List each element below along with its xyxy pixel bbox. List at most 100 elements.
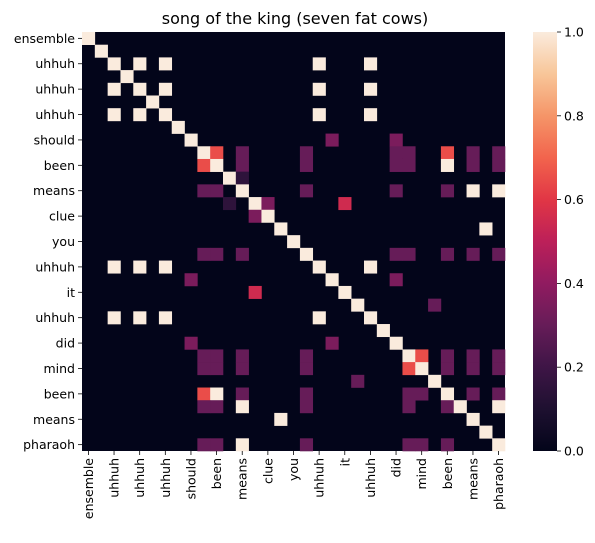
heatmap-cell [158, 82, 173, 96]
heatmap-cell [171, 120, 185, 134]
heatmap-cell [158, 57, 173, 71]
heatmap-cell [235, 400, 249, 414]
heatmap-cell [210, 184, 224, 198]
heatmap-cell [402, 158, 416, 172]
heatmap-cell [197, 247, 211, 261]
heatmap-cell [492, 158, 506, 172]
heatmap-cell [312, 57, 326, 71]
heatmap-cell [299, 362, 314, 376]
heatmap-cell [364, 260, 378, 274]
heatmap-cell [133, 108, 147, 122]
heatmap-cell [235, 158, 249, 172]
heatmap-cell [389, 133, 403, 147]
heatmap-cell [210, 247, 224, 261]
heatmap-cell [402, 146, 416, 160]
heatmap-cell [248, 197, 262, 211]
colorbar-ticks: 0.0 0.2 0.4 0.6 0.8 1.0 [557, 25, 584, 459]
x-tick-label: uhhuh [158, 458, 173, 498]
heatmap-cell [466, 247, 480, 261]
heatmap-cell [440, 146, 455, 160]
y-tick-label: should [34, 132, 75, 147]
heatmap-cell [197, 158, 211, 172]
heatmap-cell [402, 387, 416, 401]
heatmap-cell [402, 400, 416, 414]
heatmap-cell [402, 362, 416, 376]
heatmap-cell [223, 197, 237, 211]
heatmap-cell [299, 400, 314, 414]
heatmap-cell [325, 133, 339, 147]
heatmap-cell [492, 184, 506, 198]
heatmap-cell [184, 133, 198, 147]
heatmap-cell [440, 349, 455, 363]
heatmap-cell [107, 260, 121, 274]
y-tick-label: mind [43, 361, 75, 376]
heatmap-cell [158, 260, 173, 274]
heatmap-cell [210, 362, 224, 376]
heatmap-cell [210, 438, 224, 452]
colorbar-tick-label: 0.8 [564, 108, 584, 123]
heatmap-cell [440, 387, 455, 401]
heatmap-cell [274, 412, 288, 426]
heatmap-cell [466, 146, 480, 160]
colorbar [533, 32, 557, 451]
heatmap-cell [235, 349, 249, 363]
heatmap-cell [210, 387, 224, 401]
y-tick-label: clue [49, 209, 75, 224]
heatmap-cell [210, 349, 224, 363]
heatmap-cell [184, 336, 198, 350]
heatmap-cell [82, 32, 96, 45]
heatmap-cell [364, 57, 378, 71]
x-tick-label: mind [414, 458, 429, 490]
heatmap-cells [82, 32, 506, 452]
heatmap-cell [492, 362, 506, 376]
heatmap-cell [364, 82, 378, 96]
heatmap-cell [299, 146, 314, 160]
y-tick-label: did [56, 336, 75, 351]
heatmap-cell [299, 247, 314, 261]
heatmap-cell [210, 158, 224, 172]
heatmap-cell [466, 387, 480, 401]
x-tick-label: it [337, 458, 352, 466]
heatmap-cell [210, 146, 224, 160]
heatmap-cell [415, 349, 429, 363]
heatmap-cell [428, 374, 442, 388]
heatmap-cell [440, 438, 455, 452]
heatmap-cell [376, 324, 390, 338]
heatmap-cell [312, 82, 326, 96]
y-tick-label: you [52, 234, 75, 249]
heatmap-cell [235, 184, 249, 198]
heatmap-cell [440, 247, 455, 261]
heatmap-cell [299, 387, 314, 401]
heatmap-cell [299, 438, 314, 452]
x-tick-label: you [286, 458, 301, 481]
heatmap-cell [492, 247, 506, 261]
x-tick-label: means [465, 458, 480, 500]
heatmap-cell [235, 438, 249, 452]
x-tick-label: uhhuh [312, 458, 327, 498]
y-tick-label: uhhuh [35, 310, 75, 325]
heatmap-cell [466, 412, 480, 426]
heatmap-cell [466, 158, 480, 172]
heatmap-cell [492, 438, 506, 452]
heatmap-cell [235, 362, 249, 376]
heatmap-cell [364, 311, 378, 325]
heatmap-cell [287, 235, 301, 249]
heatmap-cell [492, 400, 506, 414]
heatmap-cell [299, 349, 314, 363]
x-tick-label: uhhuh [132, 458, 147, 498]
heatmap-cell [389, 158, 403, 172]
heatmap-cell [415, 362, 429, 376]
x-tick-label: uhhuh [363, 458, 378, 498]
y-tick-label: been [44, 158, 75, 173]
heatmap-cell [197, 438, 211, 452]
heatmap-cell [235, 387, 249, 401]
heatmap-cell [428, 298, 442, 312]
heatmap-cell [402, 438, 416, 452]
heatmap-cell [440, 184, 455, 198]
heatmap-cell [415, 387, 429, 401]
x-tick-label: been [440, 458, 455, 489]
x-tick-label: clue [260, 458, 275, 484]
x-tick-label: did [389, 458, 404, 477]
